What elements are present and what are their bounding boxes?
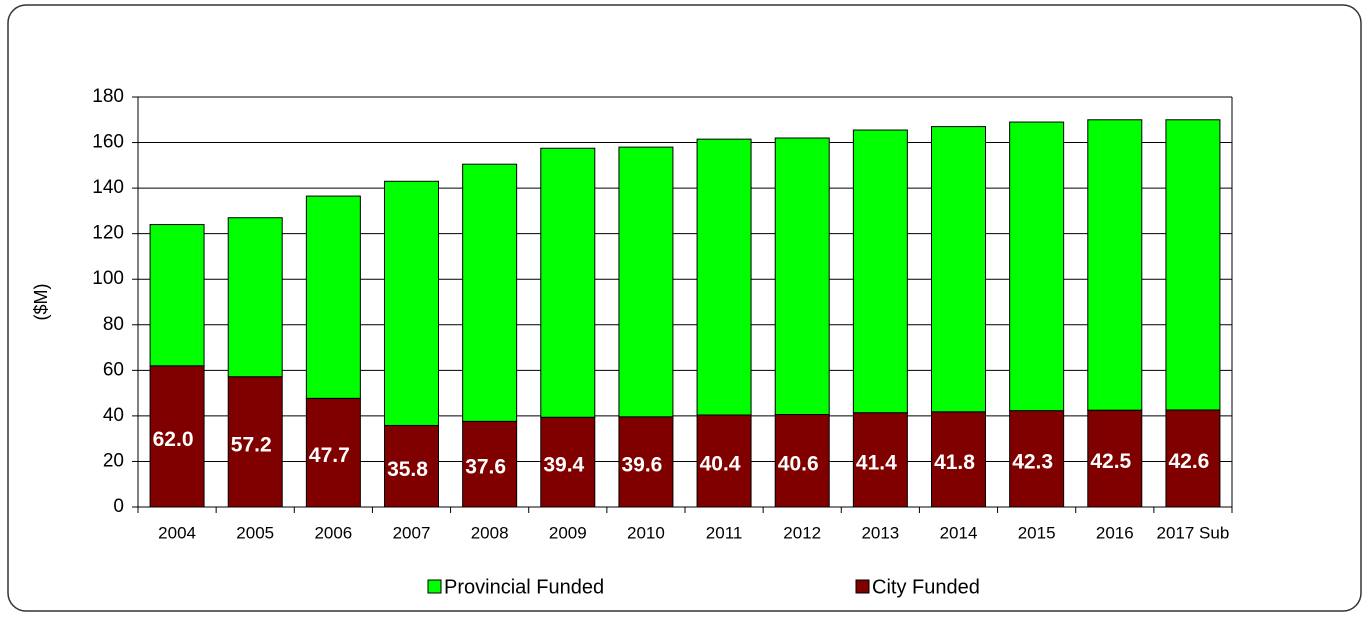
bar-segment: [618, 146, 674, 418]
y-tick-label: 0: [113, 496, 124, 517]
y-tick-label: 160: [92, 132, 124, 153]
bar-segment: [852, 412, 908, 508]
data-label: 39.4: [543, 454, 584, 477]
x-tick-label: 2007: [393, 523, 431, 542]
data-label: 42.6: [1168, 450, 1209, 473]
x-tick-label: 2009: [549, 523, 587, 542]
bar-segment: [774, 137, 830, 416]
data-label: 62.0: [153, 428, 194, 451]
x-tick-label: 2016: [1096, 523, 1134, 542]
y-tick-label: 100: [92, 268, 124, 289]
bar-segment: [618, 416, 674, 508]
legend-label: Provincial Funded: [444, 576, 604, 598]
x-tick-label: 2013: [861, 523, 899, 542]
legend-swatch: [427, 579, 442, 594]
data-label: 40.6: [778, 452, 819, 475]
data-label: 41.4: [856, 451, 897, 474]
bar-segment: [696, 138, 752, 416]
bar-segment: [384, 424, 439, 508]
frame: [7, 4, 1362, 612]
bar-segment: [540, 416, 596, 508]
x-tick-label: 2010: [627, 523, 665, 542]
bar-segment: [227, 376, 283, 508]
x-tick-label: 2004: [158, 523, 196, 542]
bar-segment: [1087, 119, 1143, 411]
y-tick-label: 120: [92, 223, 124, 244]
bar-segment: [1165, 409, 1221, 508]
bar-segment: [1009, 410, 1065, 508]
bar-segment: [931, 126, 986, 413]
y-axis-label: ($M): [31, 284, 51, 321]
bar-segment: [1087, 409, 1143, 508]
bar-segment: [227, 217, 283, 378]
data-label: 42.5: [1090, 450, 1131, 473]
x-tick-label: 2011: [706, 523, 743, 542]
y-tick-label: 180: [92, 86, 124, 107]
bar-segment: [931, 411, 986, 508]
y-tick-label: 20: [103, 450, 124, 471]
data-label: 40.4: [700, 453, 741, 476]
data-label: 39.6: [621, 453, 662, 476]
bar-segment: [1009, 121, 1065, 412]
legend-swatch: [855, 579, 870, 594]
bar-segment: [462, 163, 518, 422]
bar-segment: [774, 414, 830, 508]
x-tick-label: 2005: [236, 523, 274, 542]
data-label: 35.8: [387, 458, 428, 481]
data-label: 42.3: [1012, 450, 1053, 473]
bar-segment: [1165, 119, 1221, 411]
x-tick-label: 2017 Sub: [1157, 523, 1230, 542]
data-label: 37.6: [465, 456, 506, 479]
y-tick-label: 80: [103, 314, 124, 335]
x-tick-label: 2015: [1018, 523, 1056, 542]
data-label: 57.2: [231, 433, 272, 456]
bar-segment: [462, 420, 518, 508]
y-tick-label: 140: [92, 177, 124, 198]
y-tick-label: 60: [103, 359, 124, 380]
x-tick-label: 2006: [314, 523, 352, 542]
bar-segment: [149, 224, 205, 367]
x-tick-label: 2008: [471, 523, 509, 542]
bar-segment: [852, 129, 908, 414]
bar-segment: [149, 365, 205, 508]
y-tick-label: 40: [103, 405, 124, 426]
data-label: 47.7: [309, 444, 350, 467]
data-label: 41.8: [934, 451, 975, 474]
bar-segment: [540, 147, 596, 418]
x-tick-label: 2014: [940, 523, 978, 542]
x-tick-label: 2012: [783, 523, 821, 542]
legend-label: City Funded: [872, 576, 980, 598]
bar-segment: [384, 180, 439, 426]
bar-segment: [305, 195, 361, 399]
